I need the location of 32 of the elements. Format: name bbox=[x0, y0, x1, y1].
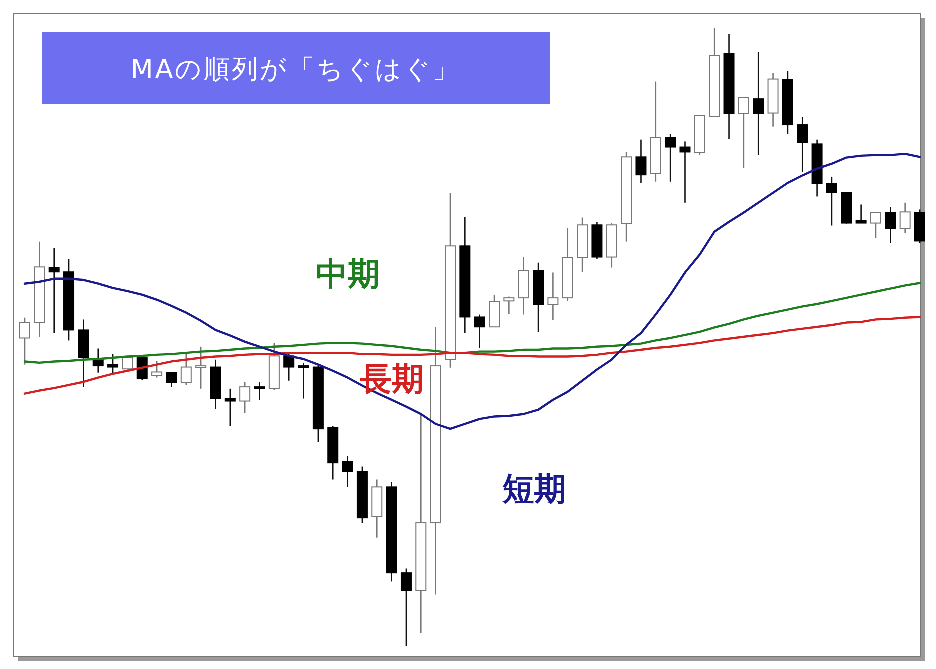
candlestick bbox=[152, 360, 163, 378]
series-label: 長期 bbox=[358, 360, 424, 398]
series-label: 中期 bbox=[316, 255, 380, 294]
candlestick bbox=[342, 456, 354, 488]
candlestick bbox=[885, 206, 896, 244]
candlestick bbox=[900, 202, 911, 234]
candlestick bbox=[108, 354, 119, 376]
candlestick bbox=[738, 96, 750, 169]
candlestick bbox=[196, 346, 207, 390]
text: MAの順列が「ちぐはぐ」 bbox=[130, 55, 462, 85]
candlestick bbox=[298, 362, 310, 400]
candlestick bbox=[826, 176, 838, 226]
candlestick bbox=[636, 139, 647, 184]
candlestick bbox=[856, 204, 867, 224]
candlestick bbox=[504, 296, 515, 315]
candlestick bbox=[665, 134, 676, 183]
candlestick bbox=[20, 317, 30, 366]
candlestick bbox=[680, 141, 691, 204]
candlestick bbox=[180, 352, 192, 386]
candlestick bbox=[224, 388, 236, 427]
candlestick bbox=[254, 381, 266, 401]
candlestick bbox=[870, 212, 882, 239]
candlestick bbox=[240, 381, 251, 414]
candlestick bbox=[400, 568, 412, 647]
candlestick bbox=[548, 272, 559, 321]
series-label: 短期 bbox=[502, 470, 567, 508]
candlestick bbox=[284, 354, 295, 382]
candlestick bbox=[797, 116, 808, 173]
candlestick bbox=[48, 247, 60, 334]
candlestick bbox=[166, 372, 178, 388]
candlestick bbox=[753, 51, 764, 156]
candlestick bbox=[474, 314, 486, 349]
